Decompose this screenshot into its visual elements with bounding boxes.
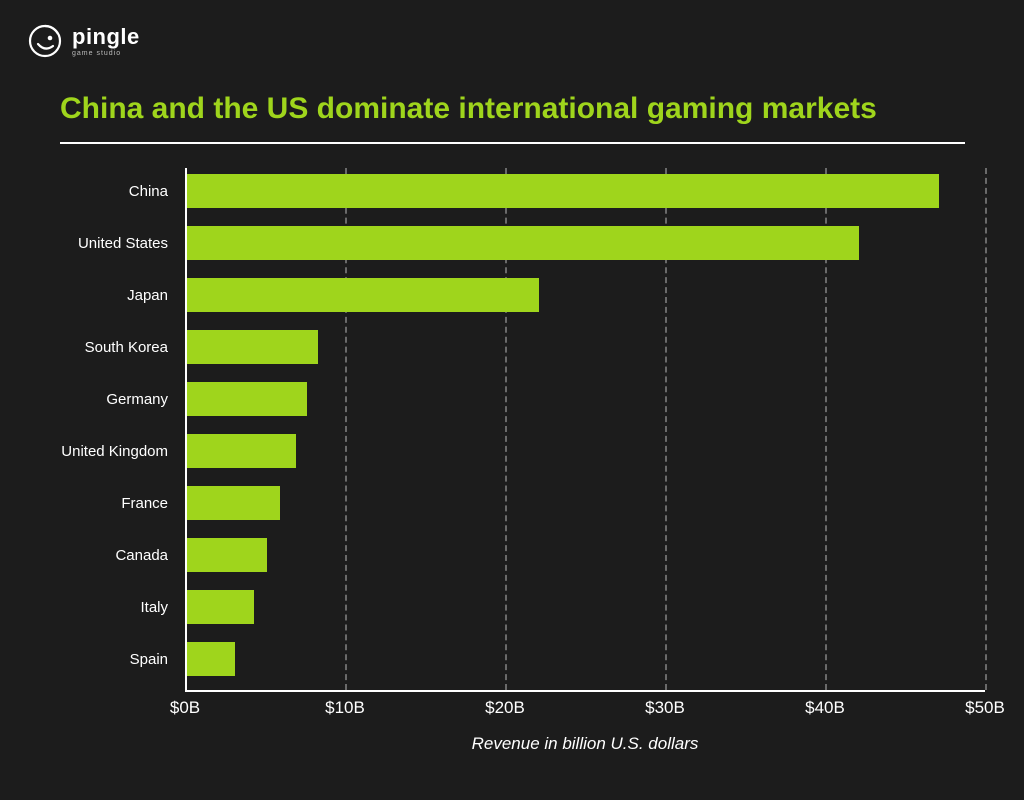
bar <box>187 382 307 416</box>
bar <box>187 278 539 312</box>
pingle-icon <box>28 24 62 58</box>
y-tick-label: Germany <box>60 382 178 416</box>
y-tick-label: Italy <box>60 590 178 624</box>
bar <box>187 434 296 468</box>
bar-chart: $0B$10B$20B$30B$40B$50B Revenue in billi… <box>60 168 980 728</box>
bar <box>187 226 859 260</box>
y-tick-label: France <box>60 486 178 520</box>
x-tick-label: $40B <box>805 698 845 718</box>
y-tick-label: China <box>60 174 178 208</box>
y-tick-label: Canada <box>60 538 178 572</box>
y-tick-label: United States <box>60 226 178 260</box>
x-tick-label: $20B <box>485 698 525 718</box>
bar <box>187 590 254 624</box>
y-tick-label: South Korea <box>60 330 178 364</box>
bar <box>187 174 939 208</box>
y-tick-label: Japan <box>60 278 178 312</box>
plot-area: $0B$10B$20B$30B$40B$50B <box>185 168 985 708</box>
x-tick-label: $50B <box>965 698 1005 718</box>
brand-logo: pingle game studio <box>28 24 140 58</box>
title-divider <box>60 142 965 144</box>
x-tick-label: $30B <box>645 698 685 718</box>
gridline <box>985 168 987 690</box>
bar <box>187 538 267 572</box>
chart-title: China and the US dominate international … <box>60 92 877 126</box>
x-axis-line <box>185 690 985 692</box>
bar <box>187 486 280 520</box>
bar <box>187 642 235 676</box>
x-tick-label: $10B <box>325 698 365 718</box>
bar <box>187 330 318 364</box>
brand-subtitle: game studio <box>72 50 140 57</box>
y-tick-label: Spain <box>60 642 178 676</box>
x-tick-label: $0B <box>170 698 200 718</box>
x-axis-label: Revenue in billion U.S. dollars <box>472 734 699 754</box>
brand-text: pingle game studio <box>72 26 140 57</box>
y-tick-label: United Kingdom <box>60 434 178 468</box>
brand-name: pingle <box>72 26 140 48</box>
